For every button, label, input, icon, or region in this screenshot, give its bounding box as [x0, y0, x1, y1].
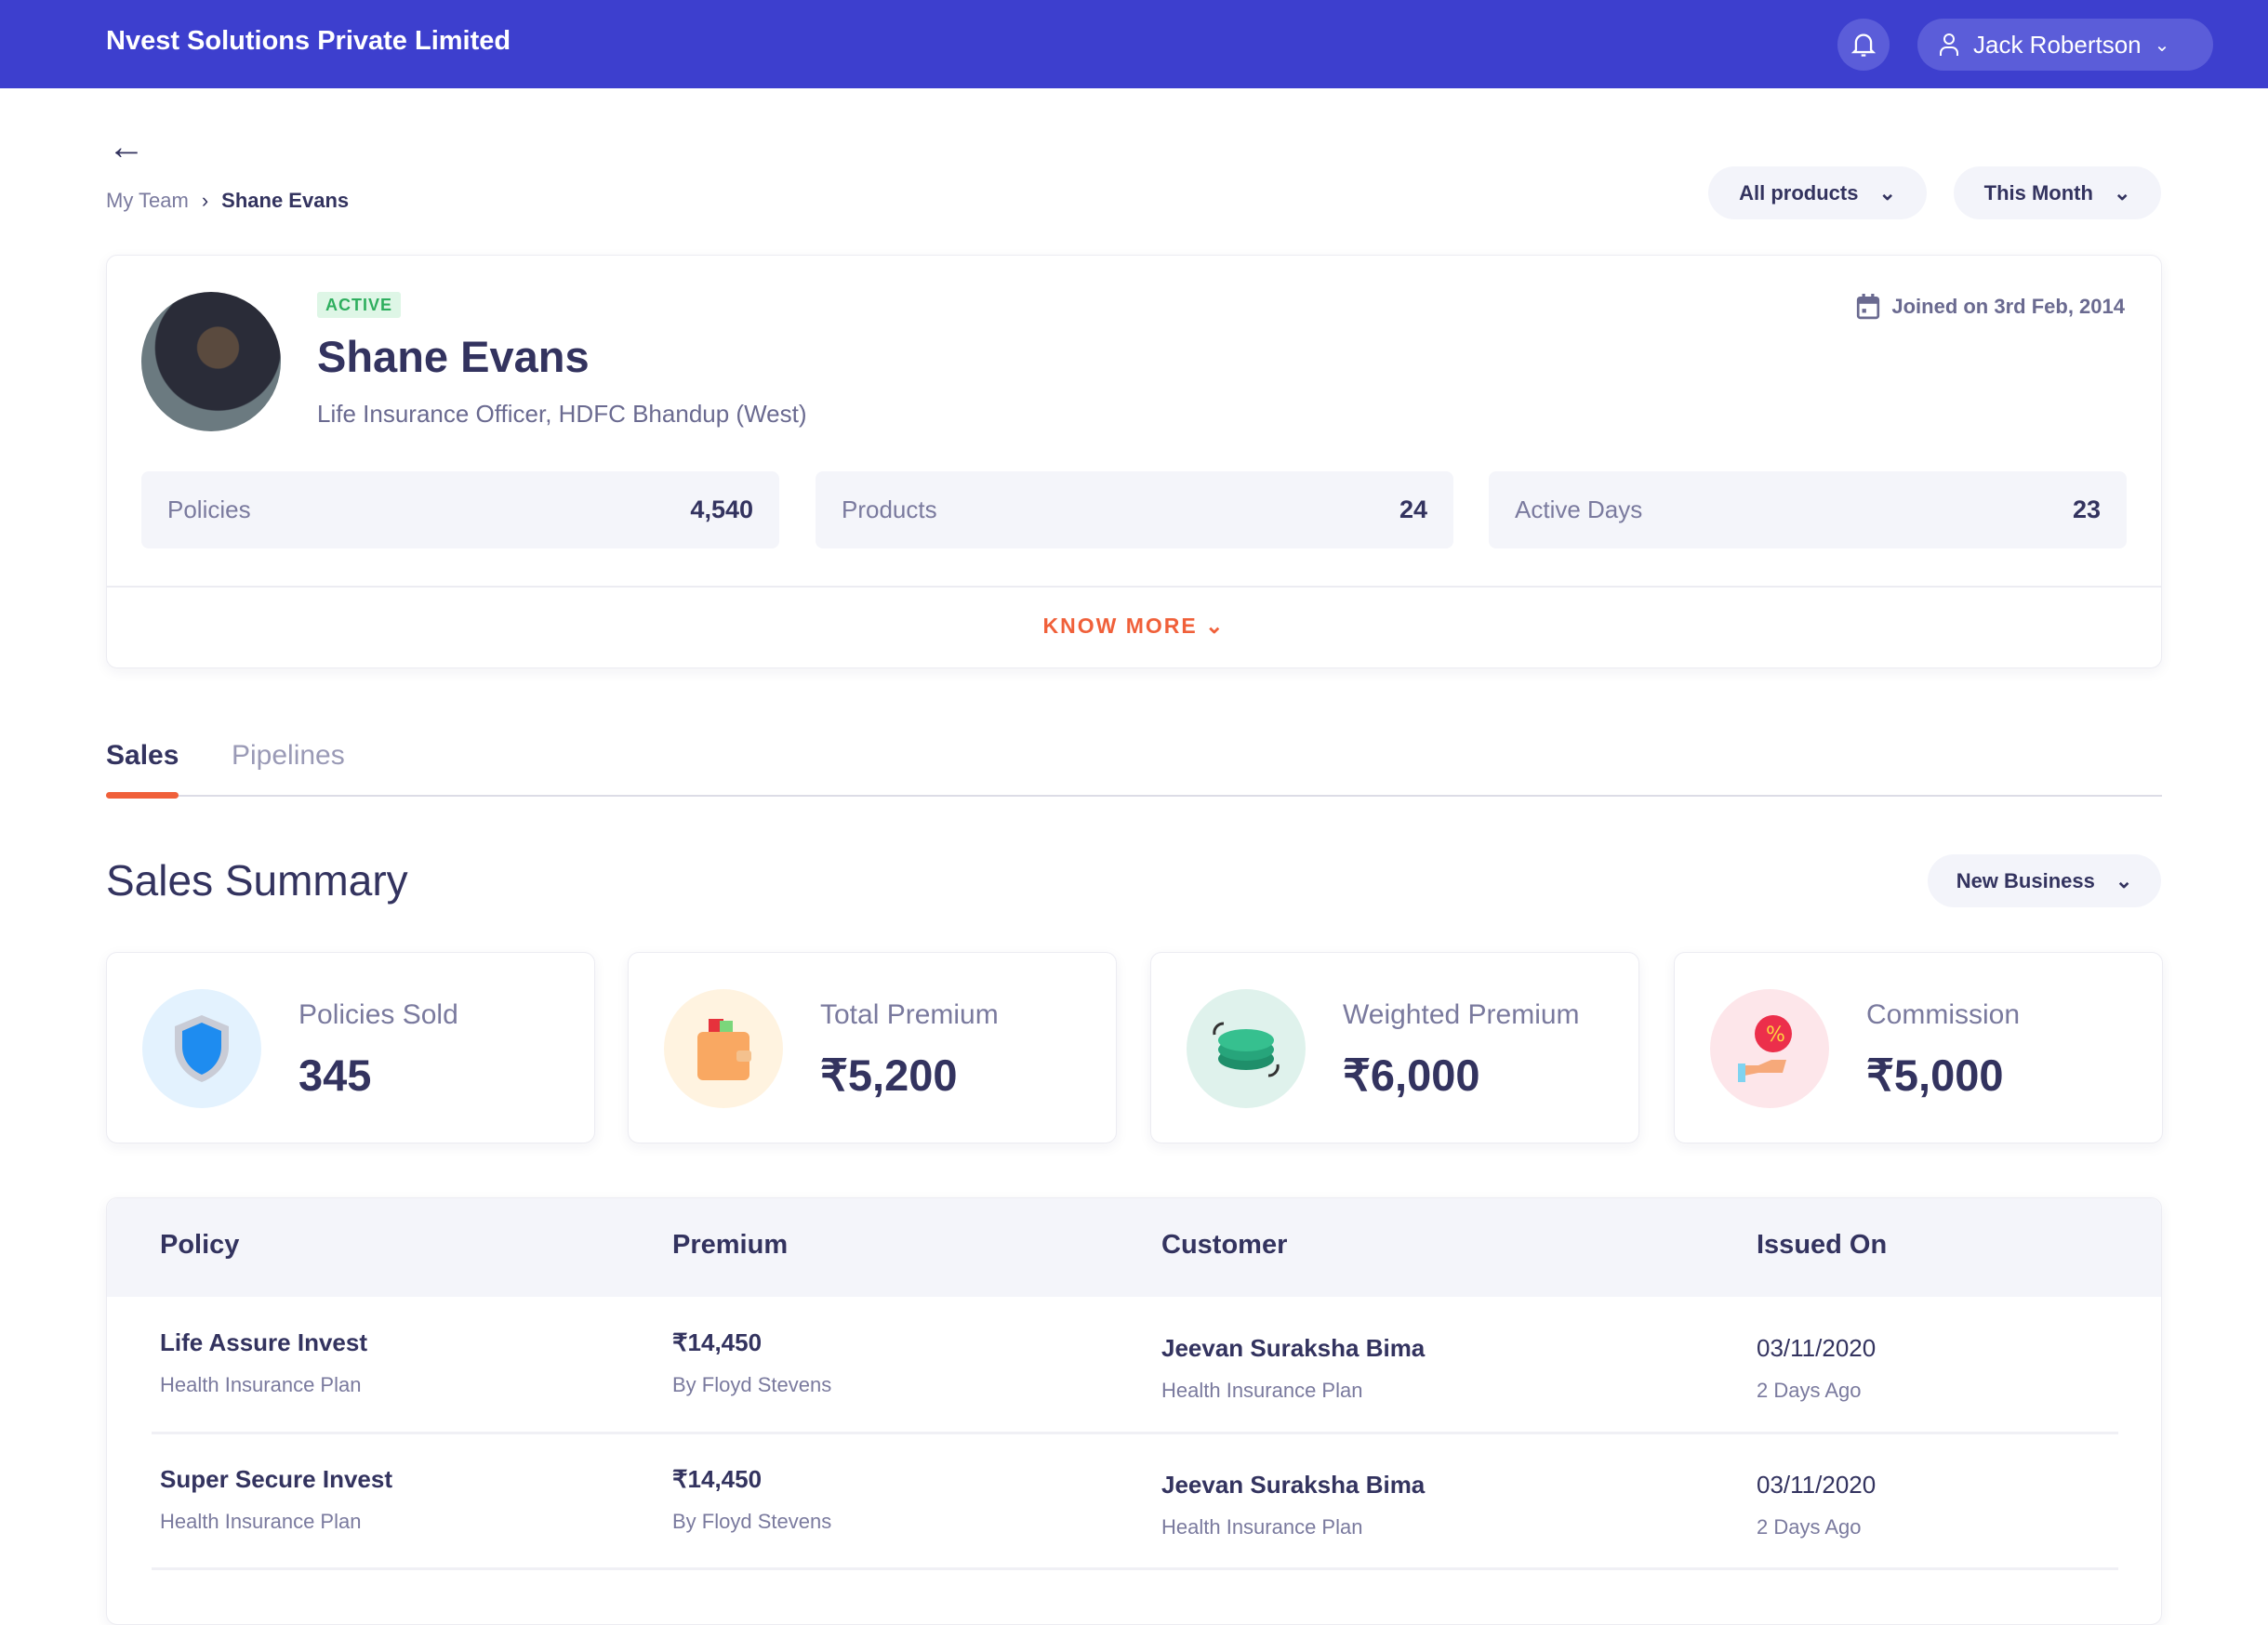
issued-relative: 2 Days Ago: [1757, 1515, 1862, 1539]
premium-by: By Floyd Stevens: [672, 1510, 832, 1533]
customer-plan: Health Insurance Plan: [1161, 1515, 1363, 1539]
coins-icon: [1187, 989, 1306, 1108]
stat-label: Policies: [167, 495, 251, 523]
policy-type: Health Insurance Plan: [160, 1373, 362, 1396]
policy-name: Super Secure Invest: [160, 1465, 392, 1493]
tab-sales[interactable]: Sales: [106, 740, 179, 771]
kpi-label: Total Premium: [820, 999, 999, 1030]
row-divider: [152, 1432, 2118, 1434]
user-icon: [1940, 33, 1958, 56]
period-dropdown[interactable]: This Month ⌄: [1954, 166, 2161, 219]
chevron-down-icon: ⌄: [2113, 180, 2131, 205]
stat-label: Products: [842, 495, 937, 523]
stat-products: Products 24: [816, 471, 1453, 548]
stat-label: Active Days: [1515, 495, 1643, 523]
calendar-icon: [1857, 294, 1880, 320]
avatar: [141, 292, 281, 431]
top-bar: Nvest Solutions Private Limited Jack Rob…: [0, 0, 2268, 88]
tab-divider: [106, 795, 2162, 797]
bell-icon: [1850, 33, 1877, 57]
kpi-commission: % Commission ₹5,000: [1674, 952, 2163, 1143]
breadcrumb-current: Shane Evans: [221, 189, 350, 212]
joined-text: Joined on 3rd Feb, 2014: [1891, 295, 2125, 318]
chevron-down-icon: ⌄: [1205, 614, 1226, 638]
stat-value: 23: [2072, 495, 2101, 523]
row-divider: [152, 1567, 2118, 1570]
section-title: Sales Summary: [106, 856, 408, 905]
issued-date: 03/11/2020: [1757, 1334, 1877, 1362]
svg-text:%: %: [1766, 1024, 1785, 1047]
kpi-value: ₹6,000: [1343, 1050, 1480, 1100]
kpi-policies-sold: Policies Sold 345: [106, 952, 595, 1143]
customer-name: Jeevan Suraksha Bima: [1161, 1334, 1426, 1362]
table-header: Policy Premium Customer Issued On: [107, 1198, 2161, 1297]
agent-name: Shane Evans: [317, 332, 590, 381]
premium-amount: ₹14,450: [672, 1328, 763, 1356]
customer-name: Jeevan Suraksha Bima: [1161, 1471, 1426, 1499]
column-premium: Premium: [672, 1230, 789, 1260]
breadcrumb: My Team › Shane Evans: [106, 189, 349, 213]
column-issued-on: Issued On: [1757, 1230, 1888, 1260]
stat-active-days: Active Days 23: [1489, 471, 2127, 548]
policy-type: Health Insurance Plan: [160, 1510, 362, 1533]
kpi-label: Weighted Premium: [1343, 999, 1580, 1030]
divider: [106, 586, 2162, 588]
products-dropdown[interactable]: All products ⌄: [1708, 166, 1927, 219]
premium-by: By Floyd Stevens: [672, 1373, 832, 1396]
kpi-total-premium: Total Premium ₹5,200: [628, 952, 1117, 1143]
column-customer: Customer: [1161, 1230, 1288, 1260]
kpi-weighted-premium: Weighted Premium ₹6,000: [1150, 952, 1639, 1143]
kpi-value: 345: [298, 1050, 372, 1100]
kpi-label: Commission: [1866, 999, 2021, 1030]
know-more-button[interactable]: KNOW MORE ⌄: [0, 614, 2268, 639]
stat-value: 4,540: [690, 495, 753, 523]
commission-hand-icon: %: [1710, 989, 1829, 1108]
stat-policies: Policies 4,540: [141, 471, 779, 548]
breadcrumb-my-team[interactable]: My Team: [106, 189, 189, 212]
products-dropdown-label: All products: [1739, 180, 1859, 205]
chevron-down-icon: ⌄: [2115, 868, 2133, 892]
stat-value: 24: [1399, 495, 1427, 523]
tab-pipelines[interactable]: Pipelines: [232, 740, 345, 771]
kpi-label: Policies Sold: [298, 999, 458, 1030]
joined-date: Joined on 3rd Feb, 2014: [1856, 294, 2125, 320]
know-more-label: KNOW MORE: [1042, 614, 1198, 638]
profile-card: [106, 255, 2162, 668]
notifications-button[interactable]: [1837, 19, 1890, 71]
kpi-value: ₹5,200: [820, 1050, 958, 1100]
chevron-down-icon: ⌄: [1878, 180, 1896, 205]
customer-plan: Health Insurance Plan: [1161, 1379, 1363, 1402]
wallet-icon: [664, 989, 783, 1108]
business-type-dropdown[interactable]: New Business ⌄: [1928, 854, 2161, 907]
issued-date: 03/11/2020: [1757, 1471, 1877, 1499]
premium-amount: ₹14,450: [672, 1465, 763, 1493]
issued-relative: 2 Days Ago: [1757, 1379, 1862, 1402]
chevron-right-icon: ›: [201, 189, 209, 212]
policy-name: Life Assure Invest: [160, 1328, 368, 1356]
chevron-down-icon: ⌄: [2154, 34, 2170, 56]
policies-table: Policy Premium Customer Issued On Life A…: [106, 1197, 2162, 1625]
status-badge: ACTIVE: [317, 292, 402, 318]
business-type-label: New Business: [1956, 868, 2095, 892]
kpi-value: ₹5,000: [1866, 1050, 2004, 1100]
user-menu[interactable]: Jack Robertson ⌄: [1917, 19, 2213, 71]
agent-title: Life Insurance Officer, HDFC Bhandup (We…: [317, 400, 807, 428]
user-name: Jack Robertson: [1973, 30, 2142, 59]
back-arrow-icon[interactable]: ←: [108, 126, 145, 167]
company-name: Nvest Solutions Private Limited: [106, 26, 511, 56]
active-tab-indicator: [106, 792, 179, 799]
shield-icon: [142, 989, 261, 1108]
period-dropdown-label: This Month: [1983, 180, 2093, 205]
column-policy: Policy: [160, 1230, 240, 1260]
